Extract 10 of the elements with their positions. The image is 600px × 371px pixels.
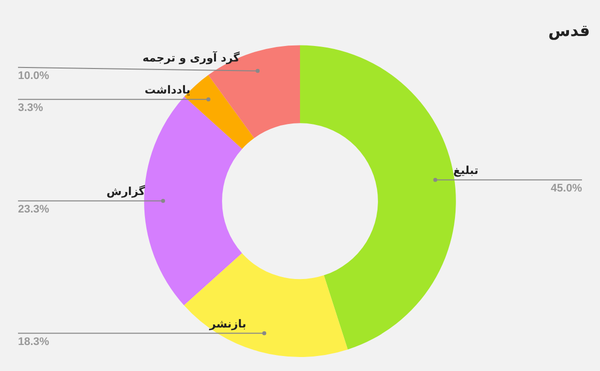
- data-label: 10.0%: [18, 70, 50, 82]
- chart-title: قدس: [548, 20, 590, 40]
- slice-label: گرد آوری و ترجمه: [142, 50, 240, 65]
- data-label: 45.0%: [550, 182, 582, 194]
- data-label: 3.3%: [18, 102, 44, 114]
- data-label: 18.3%: [18, 336, 50, 348]
- slice-label: بازنشر: [208, 318, 246, 331]
- slice-label: تبلیغ: [453, 164, 478, 178]
- slice-label: یادداشت: [144, 84, 190, 97]
- data-label: 23.3%: [18, 203, 50, 216]
